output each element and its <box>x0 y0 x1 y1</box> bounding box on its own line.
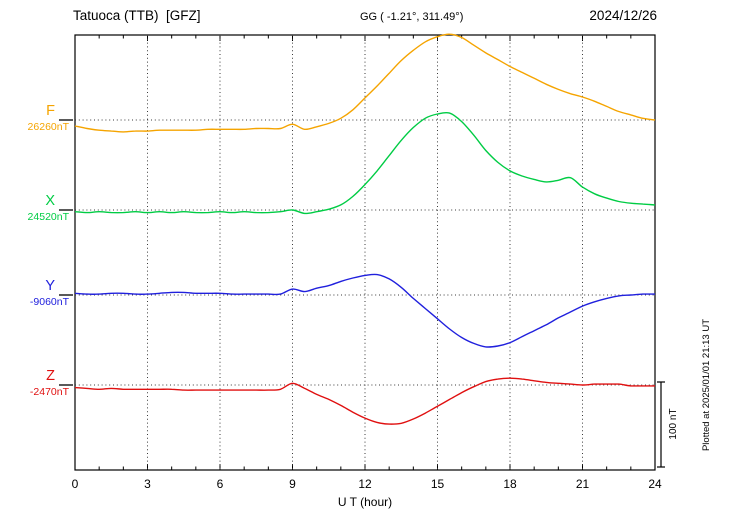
x-tick-label-21: 21 <box>575 477 590 491</box>
channel-F: F 26260nT <box>0 103 70 133</box>
channel-X-baseline-value: 24520nT <box>27 210 69 223</box>
series-X-line <box>74 111 656 215</box>
channel-F-baseline-value: 26260nT <box>27 120 69 133</box>
channel-Z: Z -2470nT <box>0 368 70 398</box>
channel-Z-baseline-value: -2470nT <box>29 385 69 398</box>
channel-Y: Y -9060nT <box>0 278 70 308</box>
x-tick-label-9: 9 <box>289 477 296 491</box>
x-tick-label-18: 18 <box>503 477 517 491</box>
channel-X: X 24520nT <box>0 193 70 223</box>
x-tick-label-24: 24 <box>648 477 662 491</box>
series-Y-line <box>74 273 656 348</box>
x-tick-label-0: 0 <box>71 477 79 491</box>
channel-Z-letter: Z <box>46 368 55 384</box>
channel-Y-letter: Y <box>45 278 55 294</box>
plot-date: 2024/12/26 <box>589 8 657 23</box>
x-tick-label-15: 15 <box>430 477 445 491</box>
x-tick-label-12: 12 <box>358 477 372 491</box>
x-axis-label: U T (hour) <box>337 495 393 509</box>
channel-X-letter: X <box>45 193 55 209</box>
plotted-at-note: Plotted at 2025/01/01 21:13 UT <box>701 319 712 451</box>
geographic-coords: GG ( -1.21°, 311.49°) <box>360 11 464 23</box>
series-Z-line <box>74 377 655 425</box>
series-F-line <box>74 33 656 133</box>
x-tick-label-6: 6 <box>216 477 224 491</box>
x-tick-label-3: 3 <box>144 477 151 491</box>
channel-Y-baseline-value: -9060nT <box>29 295 69 308</box>
scalebar-label: 100 nT <box>668 408 679 439</box>
channel-F-letter: F <box>46 103 55 119</box>
station-title: Tatuoca (TTB) [GFZ] <box>73 8 201 23</box>
